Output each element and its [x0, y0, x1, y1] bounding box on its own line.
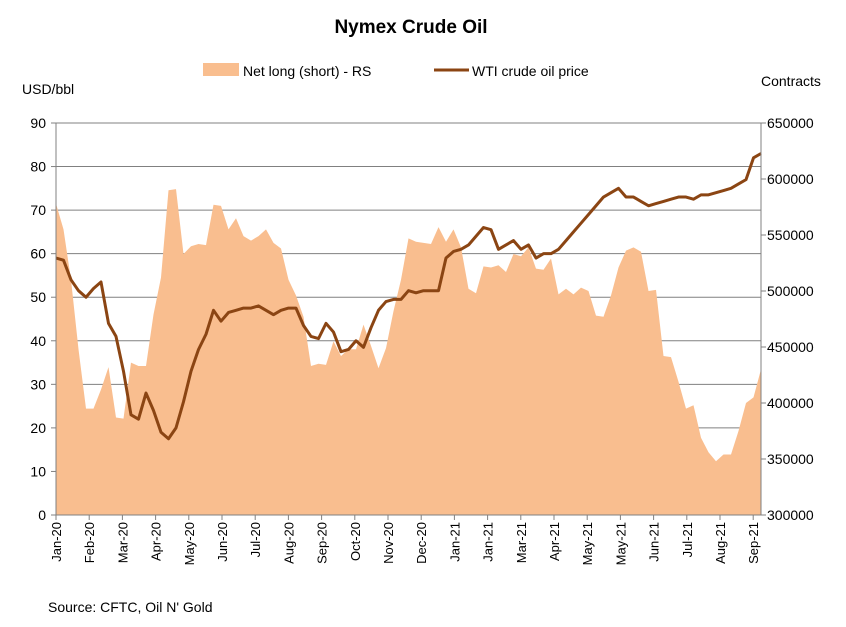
wti-price-line: [55, 152, 762, 441]
x-tick-label: May-21: [580, 522, 595, 565]
x-axis-ticks: Jan-20 Feb-20 Mar-20 Apr-20 May-20 Jun-20 Jul-…: [49, 515, 761, 565]
left-tick-label: 60: [30, 246, 46, 262]
net-long-area: [56, 189, 761, 515]
x-tick-label: Apr-20: [149, 522, 164, 561]
left-tick-label: 10: [30, 463, 46, 479]
left-tick-label: 40: [30, 333, 46, 349]
x-tick-label: Jan-20: [49, 522, 64, 562]
left-tick-label: 20: [30, 420, 46, 436]
x-tick-label: Jul-21: [680, 522, 695, 557]
x-tick-label: Sep-21: [746, 522, 761, 564]
right-tick-label: 300000: [767, 507, 814, 523]
legend-area-label: Net long (short) - RS: [243, 63, 371, 79]
right-tick-label: 600000: [767, 171, 814, 187]
x-tick-label: Feb-20: [82, 522, 97, 563]
right-tick-label: 450000: [767, 339, 814, 355]
right-tick-label: 350000: [767, 451, 814, 467]
chart-title: Nymex Crude Oil: [334, 17, 487, 38]
x-tick-label: Nov-20: [381, 522, 396, 564]
wti-price-polyline: [55, 152, 762, 441]
x-tick-label: Mar-20: [115, 522, 130, 563]
x-tick-label: Aug-21: [713, 522, 728, 564]
left-tick-label: 30: [30, 376, 46, 392]
axes: [55, 123, 762, 516]
net-long-area-path: [56, 189, 761, 515]
left-tick-label: 50: [30, 289, 46, 305]
x-tick-label: Oct-20: [348, 522, 363, 561]
x-tick-label: May-21: [613, 522, 628, 565]
source-note: Source: CFTC, Oil N' Gold: [48, 599, 213, 615]
x-tick-label: Jan-21: [481, 522, 496, 562]
left-axis-label: USD/bbl: [22, 81, 74, 97]
x-tick-label: Jan-21: [447, 522, 462, 562]
x-tick-label: May-20: [182, 522, 197, 565]
right-axis-label: Contracts: [761, 73, 821, 89]
right-axis-ticks: 300000 350000 400000 450000 500000 550000 6000…: [761, 115, 814, 523]
right-tick-label: 500000: [767, 283, 814, 299]
x-tick-label: Aug-20: [281, 522, 296, 564]
x-tick-label: Dec-20: [414, 522, 429, 564]
left-tick-label: 0: [38, 507, 46, 523]
legend-line-label: WTI crude oil price: [472, 63, 589, 79]
x-tick-label: Jun-20: [215, 522, 230, 562]
legend-area-swatch: [203, 63, 239, 76]
left-tick-label: 80: [30, 159, 46, 175]
left-tick-label: 90: [30, 115, 46, 131]
left-axis-ticks: 0 10 20 30 40 50 60 70 80 90: [30, 115, 56, 523]
legend: Net long (short) - RS WTI crude oil pric…: [203, 63, 589, 79]
left-tick-label: 70: [30, 202, 46, 218]
x-tick-label: Apr-21: [547, 522, 562, 561]
x-tick-label: Mar-21: [514, 522, 529, 563]
x-tick-label: Jun-21: [647, 522, 662, 562]
right-tick-label: 650000: [767, 115, 814, 131]
right-tick-label: 400000: [767, 395, 814, 411]
right-tick-label: 550000: [767, 227, 814, 243]
x-tick-label: Jul-20: [248, 522, 263, 557]
x-tick-label: Sep-20: [315, 522, 330, 564]
